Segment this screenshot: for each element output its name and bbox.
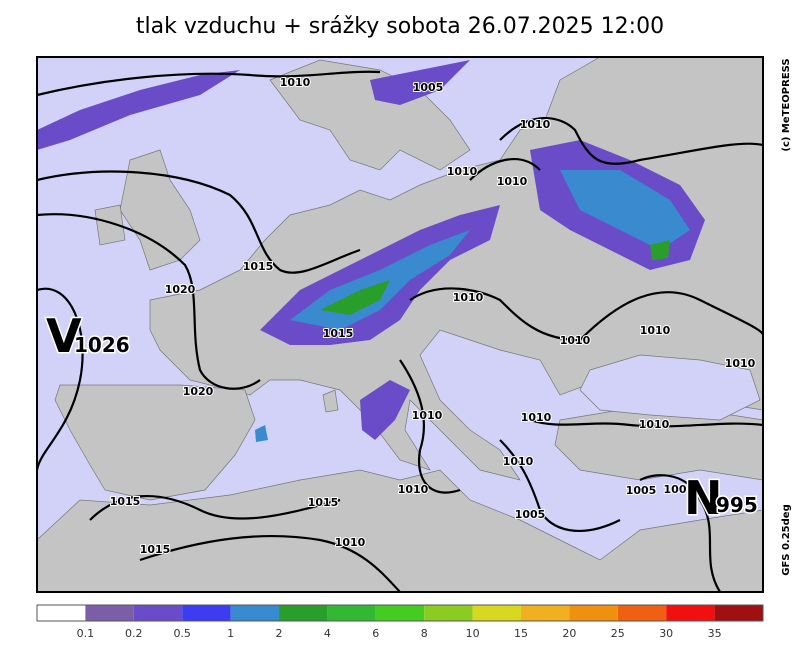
map: 1010 1005 1010 1010 1010 1015 1020 1010 … bbox=[36, 56, 764, 593]
black-sea bbox=[579, 354, 761, 421]
isobar-label: 1010 bbox=[280, 76, 311, 89]
legend-label: 2 bbox=[276, 627, 283, 640]
legend-swatch bbox=[617, 605, 667, 621]
precipitation bbox=[37, 60, 705, 442]
legend-label: 25 bbox=[611, 627, 625, 640]
legend-label: 0.1 bbox=[77, 627, 95, 640]
legend-swatch bbox=[714, 605, 763, 621]
isobar-label: 1010 bbox=[412, 409, 443, 422]
legend-swatch bbox=[230, 605, 279, 621]
legend-label: 0.5 bbox=[173, 627, 191, 640]
legend-label: 15 bbox=[514, 627, 528, 640]
legend-swatch bbox=[375, 605, 425, 621]
isobar-label: 1005 bbox=[626, 484, 657, 497]
legend-swatch bbox=[521, 605, 570, 621]
map-frame bbox=[36, 56, 764, 593]
isobar-label: 1015 bbox=[308, 496, 339, 509]
legend-swatch bbox=[85, 605, 134, 621]
legend-label: 8 bbox=[421, 627, 428, 640]
isobar-label: 1015 bbox=[110, 495, 141, 508]
isobar-label: 1010 bbox=[398, 483, 429, 496]
low-value: 995 bbox=[716, 493, 758, 517]
legend-swatch bbox=[279, 605, 328, 621]
legend-label: 6 bbox=[372, 627, 379, 640]
isobar-label: 1010 bbox=[520, 118, 551, 131]
legend-label: 30 bbox=[659, 627, 673, 640]
isobar-label: 1015 bbox=[323, 327, 354, 340]
legend-swatch bbox=[133, 605, 183, 621]
isobar-label: 1010 bbox=[453, 291, 484, 304]
isobar-label: 1020 bbox=[165, 283, 196, 296]
legend-swatch bbox=[666, 605, 715, 621]
legend-frame bbox=[36, 604, 764, 622]
legend-label: 35 bbox=[708, 627, 722, 640]
credit: (c) MeTEOPRESS bbox=[781, 58, 792, 151]
legend-label: 0.2 bbox=[125, 627, 143, 640]
legend-swatch bbox=[569, 605, 618, 621]
isobars bbox=[37, 70, 763, 592]
isobar-label: 1015 bbox=[140, 543, 171, 556]
legend-label: 1 bbox=[227, 627, 234, 640]
legend-swatch bbox=[472, 605, 521, 621]
isobar-label: 100 bbox=[664, 483, 687, 496]
isobar-label: 1020 bbox=[183, 385, 214, 398]
isobar-label: 1010 bbox=[521, 411, 552, 424]
isobar-label: 1005 bbox=[515, 508, 546, 521]
isobar-label: 1010 bbox=[447, 165, 478, 178]
isobar-label: 1010 bbox=[497, 175, 528, 188]
isobar-label: 1010 bbox=[335, 536, 366, 549]
legend-label: 4 bbox=[324, 627, 331, 640]
isobar-label: 1015 bbox=[243, 260, 274, 273]
high-letter: V bbox=[46, 309, 82, 363]
isobar-label: 1010 bbox=[640, 324, 671, 337]
high-value: 1026 bbox=[74, 333, 130, 357]
low-letter: N bbox=[684, 471, 723, 525]
legend: 0.1 0.2 0.5 1 2 4 6 8 10 15 20 25 30 35 bbox=[36, 604, 764, 640]
isobar-label: 1010 bbox=[725, 357, 756, 370]
legend-label: 20 bbox=[562, 627, 576, 640]
isobar-label: 1010 bbox=[503, 455, 534, 468]
legend-swatch bbox=[424, 605, 473, 621]
legend-label: 10 bbox=[466, 627, 480, 640]
legend-swatch bbox=[182, 605, 231, 621]
isobar-label: 1005 bbox=[413, 81, 444, 94]
isobar-label: 1010 bbox=[639, 418, 670, 431]
legend-swatch bbox=[37, 605, 86, 621]
pressure-centers: V 1026 N 995 bbox=[45, 308, 760, 527]
model-label: GFS 0.25deg bbox=[781, 504, 792, 576]
legend-swatch bbox=[327, 605, 376, 621]
title: tlak vzduchu + srážky sobota 26.07.2025 … bbox=[136, 14, 664, 39]
isobar-labels: 1010 1005 1010 1010 1010 1015 1020 1010 … bbox=[109, 75, 757, 557]
isobar-label: 1010 bbox=[560, 334, 591, 347]
